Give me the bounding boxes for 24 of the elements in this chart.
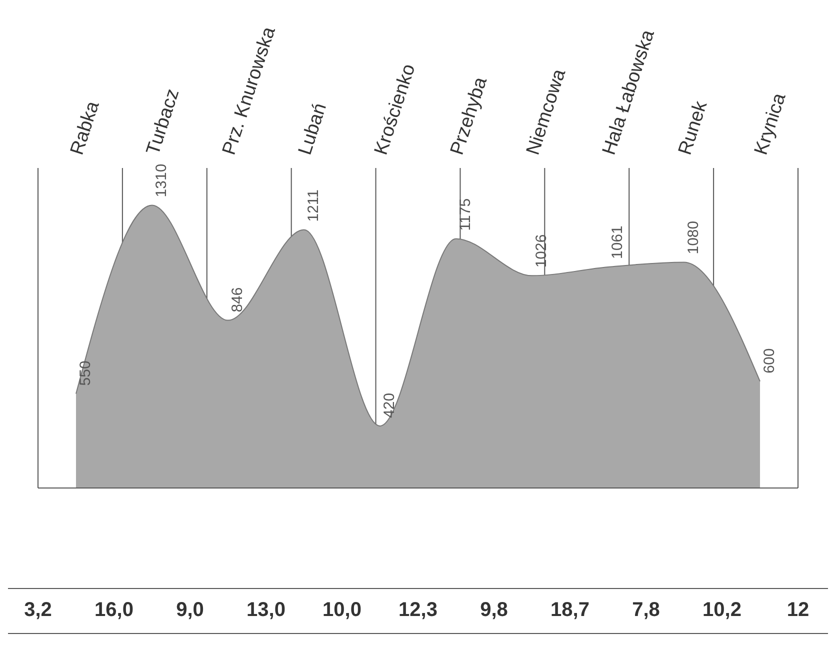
data-label: 1026 bbox=[533, 234, 550, 268]
text: 9,8 bbox=[479, 599, 509, 622]
text: 3,2 bbox=[23, 599, 53, 622]
data-label: 1080 bbox=[685, 220, 702, 254]
data-label: 550 bbox=[77, 360, 94, 386]
text: 7,8 bbox=[631, 599, 661, 622]
x-tick-label: Lubań bbox=[294, 100, 332, 158]
text: 9,0 bbox=[175, 599, 205, 622]
text: 16,0 bbox=[94, 599, 134, 622]
text: 12,3 bbox=[398, 599, 438, 622]
data-label: 1061 bbox=[609, 226, 626, 259]
text: 13,0 bbox=[246, 599, 286, 622]
data-label: 600 bbox=[761, 348, 778, 374]
x-tick-label: Krynica bbox=[750, 90, 790, 158]
data-label: 1310 bbox=[153, 164, 170, 198]
x-tick-label: Rabka bbox=[66, 98, 104, 158]
data-label: 420 bbox=[381, 392, 398, 418]
data-label: 1211 bbox=[305, 190, 322, 222]
text: 18,7 bbox=[550, 599, 590, 622]
text: 10,0 bbox=[322, 599, 362, 622]
x-tick-label: Runek bbox=[674, 98, 712, 158]
text: 12 bbox=[786, 599, 810, 622]
data-label: 846 bbox=[229, 287, 246, 312]
text: 10,2 bbox=[702, 599, 742, 622]
